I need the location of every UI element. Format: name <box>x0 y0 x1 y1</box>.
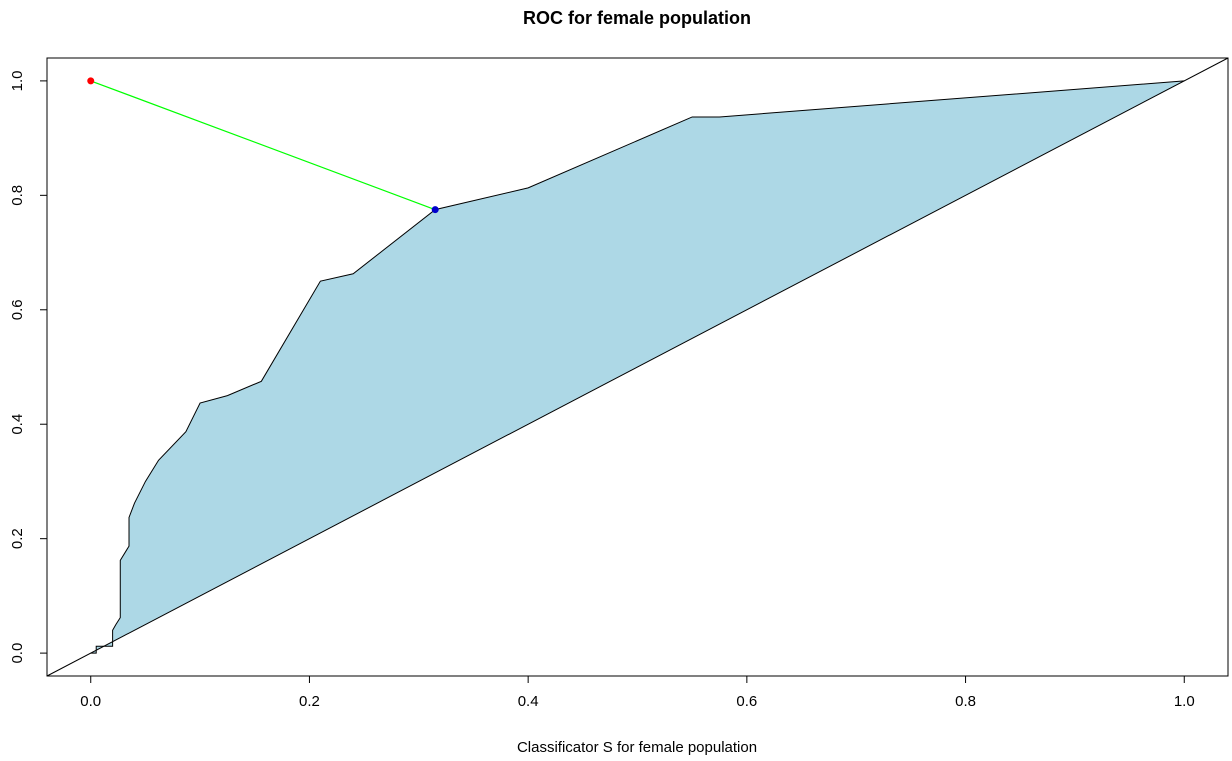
y-tick-label: 0.8 <box>9 185 26 206</box>
x-tick-label: 0.4 <box>518 693 539 710</box>
x-tick-label: 0.2 <box>299 693 320 710</box>
y-axis: 0.0 0.2 0.4 0.6 0.8 1.0 <box>9 70 48 664</box>
y-tick-label: 1.0 <box>9 70 26 91</box>
ideal-point-point <box>87 77 95 85</box>
y-tick-label: 0.0 <box>9 643 26 664</box>
x-axis-label: Classificator S for female population <box>517 739 757 756</box>
x-tick-label: 0.0 <box>80 693 101 710</box>
chart-title: ROC for female population <box>523 8 751 28</box>
x-axis: 0.0 0.2 0.4 0.6 0.8 1.0 <box>80 675 1195 710</box>
roc-curve-line <box>90 80 1185 654</box>
optimal-distance-line <box>90 80 436 211</box>
x-tick-label: 0.6 <box>736 693 757 710</box>
x-tick-label: 0.8 <box>955 693 976 710</box>
x-tick-label: 1.0 <box>1174 693 1195 710</box>
y-tick-label: 0.2 <box>9 528 26 549</box>
y-tick-label: 0.6 <box>9 299 26 320</box>
diagonal-line <box>46 57 1229 677</box>
plot-layer <box>46 57 1229 677</box>
y-tick-label: 0.4 <box>9 414 26 435</box>
optimal-threshold-point <box>431 206 439 214</box>
